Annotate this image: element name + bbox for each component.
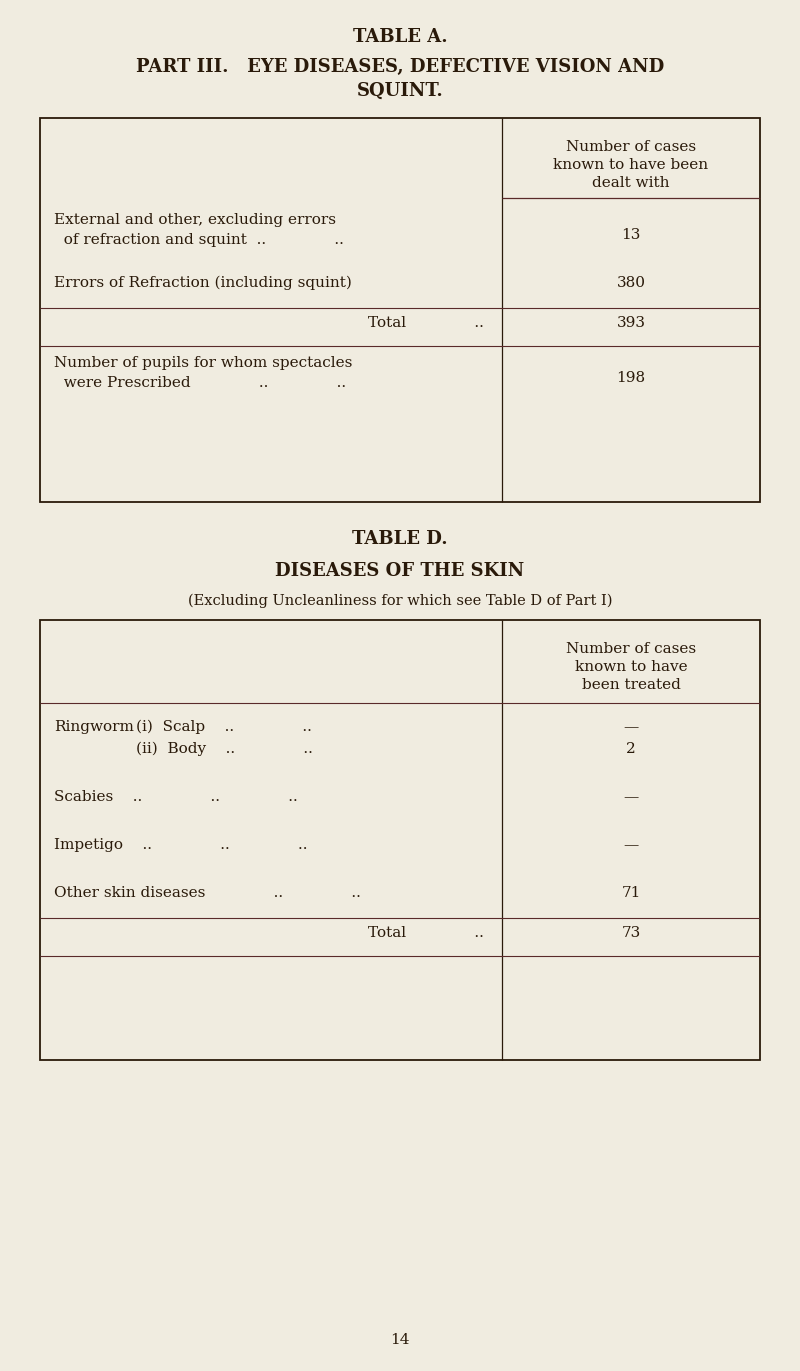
- Text: been treated: been treated: [582, 679, 681, 692]
- Text: External and other, excluding errors: External and other, excluding errors: [54, 213, 336, 228]
- Text: 14: 14: [390, 1333, 410, 1346]
- Text: Number of cases: Number of cases: [566, 642, 696, 655]
- Text: 380: 380: [617, 276, 646, 291]
- Text: Total              ..: Total ..: [368, 925, 484, 941]
- Text: Number of cases: Number of cases: [566, 140, 696, 154]
- Text: known to have: known to have: [574, 659, 687, 675]
- Text: (Excluding Uncleanliness for which see Table D of Part I): (Excluding Uncleanliness for which see T…: [188, 594, 612, 609]
- Text: —: —: [623, 838, 638, 851]
- Text: of refraction and squint  ..              ..: of refraction and squint .. ..: [54, 233, 344, 247]
- Text: 13: 13: [622, 228, 641, 243]
- Text: TABLE D.: TABLE D.: [352, 531, 448, 548]
- Text: Total              ..: Total ..: [368, 315, 484, 330]
- Text: Scabies    ..              ..              ..: Scabies .. .. ..: [54, 790, 298, 803]
- Text: DISEASES OF THE SKIN: DISEASES OF THE SKIN: [275, 562, 525, 580]
- Text: Number of pupils for whom spectacles: Number of pupils for whom spectacles: [54, 356, 352, 370]
- Text: 73: 73: [622, 925, 641, 941]
- Text: 71: 71: [622, 886, 641, 899]
- Text: —: —: [623, 790, 638, 803]
- Text: Ringworm: Ringworm: [54, 720, 134, 733]
- Text: 393: 393: [617, 315, 646, 330]
- Text: SQUINT.: SQUINT.: [357, 82, 443, 100]
- Text: known to have been: known to have been: [554, 158, 709, 171]
- Text: (i)  Scalp    ..              ..: (i) Scalp .. ..: [136, 720, 312, 735]
- Text: TABLE A.: TABLE A.: [353, 27, 447, 47]
- Text: 198: 198: [617, 372, 646, 385]
- Text: Other skin diseases              ..              ..: Other skin diseases .. ..: [54, 886, 361, 899]
- Text: 2: 2: [626, 742, 636, 755]
- Text: (ii)  Body    ..              ..: (ii) Body .. ..: [136, 742, 313, 757]
- Bar: [40, 118, 760, 502]
- Text: —: —: [623, 720, 638, 733]
- Text: Errors of Refraction (including squint): Errors of Refraction (including squint): [54, 276, 352, 291]
- Text: dealt with: dealt with: [592, 175, 670, 191]
- Text: PART III.   EYE DISEASES, DEFECTIVE VISION AND: PART III. EYE DISEASES, DEFECTIVE VISION…: [136, 58, 664, 75]
- Text: Impetigo    ..              ..              ..: Impetigo .. .. ..: [54, 838, 307, 851]
- Bar: [40, 620, 760, 1060]
- Text: were Prescribed              ..              ..: were Prescribed .. ..: [54, 376, 346, 389]
